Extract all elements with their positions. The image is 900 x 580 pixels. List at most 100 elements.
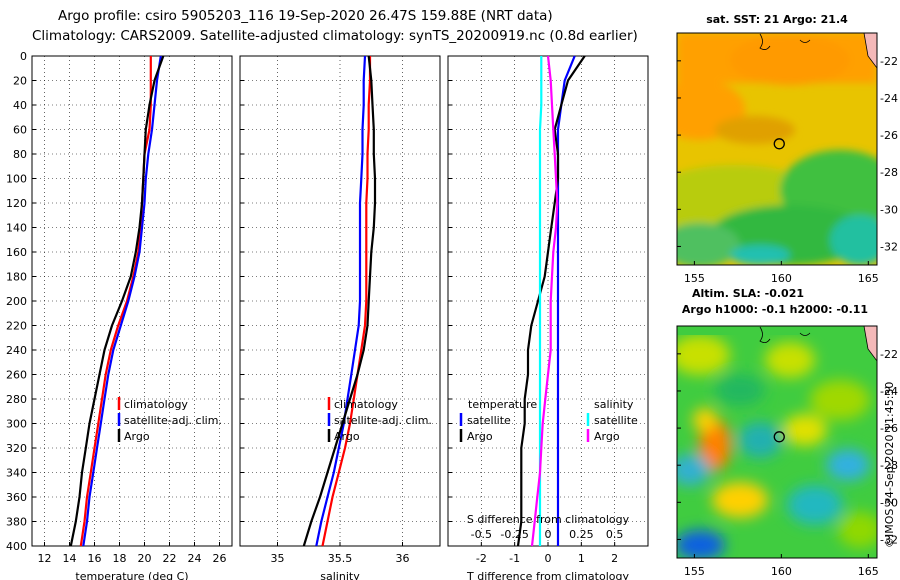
- sla-high-patch: [783, 414, 827, 446]
- sla-argo-marker: [773, 431, 785, 443]
- depth-tick-label: 20: [13, 75, 27, 88]
- depth-tick-label: 220: [6, 320, 27, 333]
- s-diff-tick-label: 0: [545, 528, 552, 541]
- x-tick-label: 12: [38, 552, 52, 565]
- temperature-series: [69, 55, 165, 547]
- depth-tick-label: 380: [6, 516, 27, 529]
- sla-map-ticks: 155 160 165 -22 -24 -26 -28 -30 -32: [677, 348, 898, 578]
- depth-tick-label: 40: [13, 99, 27, 112]
- x-tick-label: 18: [113, 552, 127, 565]
- sst-map: [677, 33, 877, 265]
- sst-coastline: [863, 33, 877, 69]
- map-y-tick-label: -26: [880, 129, 898, 142]
- difference-top-label: S difference from climatology: [467, 513, 630, 526]
- map-x-tick-label: 155: [684, 565, 705, 578]
- s-argo-line: [530, 55, 559, 547]
- map-y-tick-label: -32: [880, 533, 898, 546]
- depth-tick-label: 400: [6, 540, 27, 553]
- sla-high-patch: [693, 408, 717, 432]
- t-satellite-line: [556, 55, 576, 546]
- salinity-grid: [240, 55, 440, 547]
- map-y-tick-label: -30: [880, 203, 898, 216]
- x-tick-label: 35.5: [328, 552, 353, 565]
- map-y-tick-label: -28: [880, 459, 898, 472]
- depth-tick-label: 140: [6, 222, 27, 235]
- sst-map-frame: [676, 32, 878, 266]
- map-y-tick-label: -26: [880, 422, 898, 435]
- x-tick-label: 14: [63, 552, 77, 565]
- sla-coastline: [863, 326, 877, 362]
- s-diff-tick-label: 0.5: [606, 528, 624, 541]
- sla-map-frame: [676, 325, 878, 559]
- x-tick-label: 35: [271, 552, 285, 565]
- map-y-tick-label: -22: [880, 348, 898, 361]
- map-y-tick-label: -28: [880, 166, 898, 179]
- temperature-grid: [32, 55, 232, 547]
- x-tick-label: 26: [213, 552, 227, 565]
- legend-argo-label: Argo: [334, 430, 360, 443]
- map-y-tick-label: -22: [880, 55, 898, 68]
- sla-peak-patch: [699, 419, 731, 471]
- map-x-tick-label: 160: [771, 565, 792, 578]
- x-tick-label: 20: [138, 552, 152, 565]
- sst-map-ticks: 155 160 165 -22 -24 -26 -28 -30 -32: [677, 55, 898, 285]
- map-x-tick-label: 155: [684, 272, 705, 285]
- sst-warm-patch: [730, 35, 850, 85]
- salinity-series: [302, 55, 377, 547]
- legend-climatology-label: climatology: [334, 398, 398, 411]
- sla-high-patch: [677, 335, 730, 375]
- map-x-tick-label: 165: [858, 272, 879, 285]
- sst-cold-patch: [830, 215, 877, 265]
- legend-argo-label: Argo: [124, 430, 150, 443]
- x-tick-label: 24: [188, 552, 202, 565]
- legend-t-argo-label: Argo: [467, 430, 493, 443]
- map-y-tick-label: -24: [880, 385, 898, 398]
- satellite-line: [315, 55, 367, 547]
- t-argo-line: [516, 55, 586, 547]
- salinity-xlabel: salinity: [320, 570, 360, 580]
- sla-lowest-patch: [677, 530, 725, 558]
- x-tick-label: 36: [396, 552, 410, 565]
- sst-cold-patch: [730, 245, 790, 265]
- s-diff-tick-label: 0.25: [569, 528, 594, 541]
- sst-reef-outline: [759, 33, 811, 50]
- x-tick-label: 22: [163, 552, 177, 565]
- difference-xlabel: T difference from climatology: [466, 570, 629, 580]
- x-tick-label: -2: [476, 552, 487, 565]
- depth-tick-label: 80: [13, 148, 27, 161]
- sla-map-subtitle: Argo h1000: -0.1 h2000: -0.11: [682, 303, 868, 316]
- map-x-tick-label: 165: [858, 565, 879, 578]
- temperature-x-ticks: 12 14 16 18 20 22 24 26: [38, 552, 227, 565]
- legend-satellite-label: satellite-adj. clim.: [334, 414, 432, 427]
- title-line-1: Argo profile: csiro 5905203_116 19-Sep-2…: [58, 8, 553, 24]
- depth-tick-label: 300: [6, 418, 27, 431]
- x-tick-label: 16: [88, 552, 102, 565]
- difference-top-ticks: -0.5 -0.25 0 0.25 0.5: [471, 528, 624, 541]
- sst-cool-patch: [677, 223, 740, 265]
- temperature-legend: climatology satellite-adj. clim. Argo: [117, 397, 222, 443]
- sla-high-patch: [810, 380, 870, 420]
- depth-tick-label: 360: [6, 491, 27, 504]
- legend-t-satellite-label: satellite: [467, 414, 511, 427]
- legend-climatology-label: climatology: [124, 398, 188, 411]
- depth-tick-label: 260: [6, 369, 27, 382]
- climatology-line: [79, 56, 152, 547]
- x-tick-label: 2: [611, 552, 618, 565]
- depth-tick-label: 100: [6, 173, 27, 186]
- side-credit-label: ©IMOS 24-Sep-2020 11:45:30: [883, 382, 896, 548]
- sla-low-patch: [738, 422, 782, 458]
- sla-map-title: Altim. SLA: -0.021: [692, 287, 804, 300]
- salinity-x-ticks: 35 35.5 36: [271, 552, 410, 565]
- map-y-tick-label: -32: [880, 240, 898, 253]
- sla-map: [677, 326, 877, 558]
- sst-warm-patch: [715, 116, 795, 144]
- x-tick-label: -1: [509, 552, 520, 565]
- depth-tick-label: 0: [20, 50, 27, 63]
- difference-temperature-legend: temperature satellite Argo: [459, 398, 537, 443]
- sla-low-patch: [787, 485, 843, 525]
- sst-argo-marker: [773, 138, 785, 150]
- depth-tick-label: 160: [6, 246, 27, 259]
- legend-temperature-heading: temperature: [468, 398, 537, 411]
- s-diff-tick-label: -0.5: [471, 528, 492, 541]
